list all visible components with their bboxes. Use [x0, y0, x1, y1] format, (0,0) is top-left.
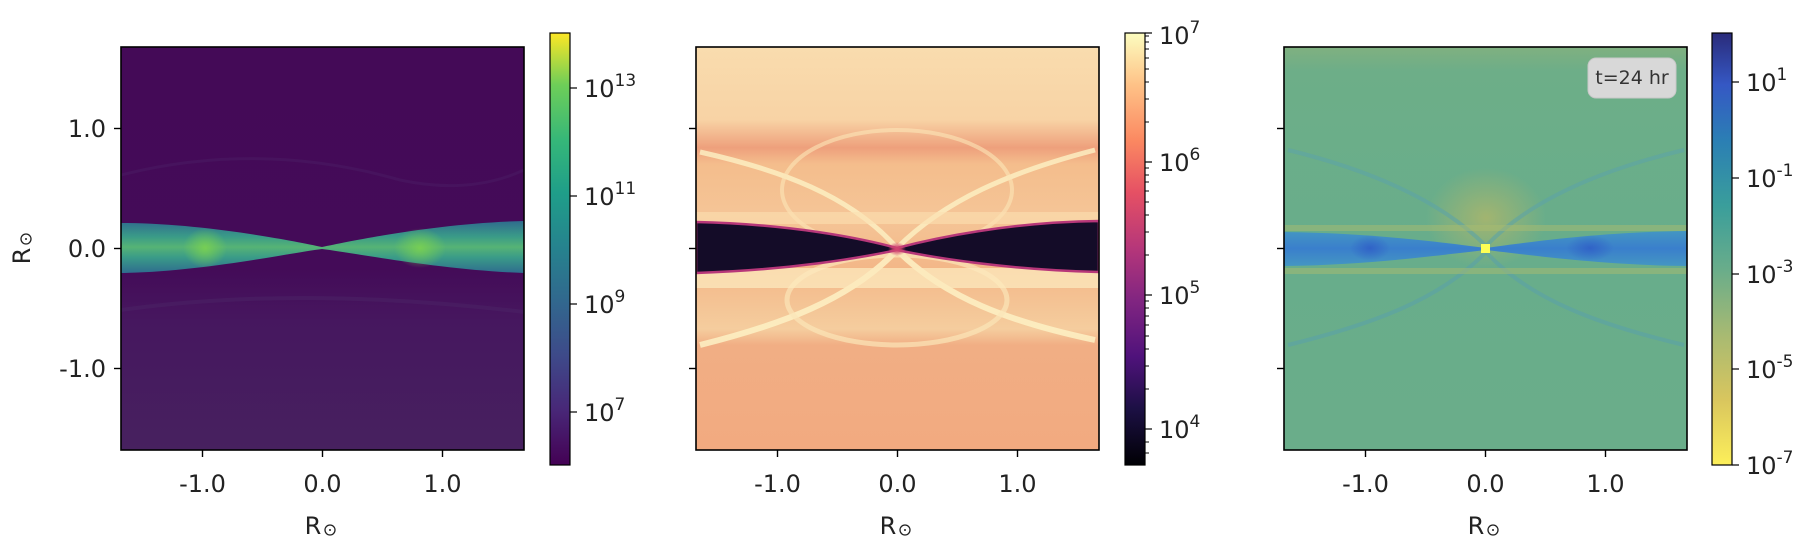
x-tick-label: 1.0: [423, 470, 461, 498]
panel-2-colorbar: 104 105 106 107: [1124, 18, 1200, 466]
x-tick-label: 0.0: [303, 470, 341, 498]
panel-1-density: -1.0 0.0 1.0 R 1.0 0.0 -1.0 R: [8, 32, 636, 540]
svg-text:R: R: [1468, 512, 1485, 540]
y-tick-label: 0.0: [68, 235, 106, 263]
colorbar-tick-label: 1011: [584, 179, 636, 211]
panel-1-x-axis: -1.0 0.0 1.0 R: [179, 450, 462, 540]
time-annotation: t=24 hr: [1587, 57, 1677, 99]
x-tick-label: 0.0: [1466, 470, 1504, 498]
colorbar-tick-label: 104: [1159, 412, 1200, 444]
panel-1-y-axis: 1.0 0.0 -1.0 R: [8, 115, 121, 383]
colorbar-tick-label: 106: [1159, 145, 1200, 177]
colorbar-tick-label: 1013: [584, 71, 636, 103]
panel-3-image: [1284, 47, 1687, 450]
x-tick-label: 1.0: [1586, 470, 1624, 498]
panel-2-image: [696, 47, 1099, 450]
panel-2-y-axis: [689, 127, 696, 370]
sun-symbol-icon: [1487, 524, 1499, 536]
svg-text:R: R: [8, 248, 36, 265]
colorbar-tick-label: 10-1: [1746, 161, 1794, 193]
x-tick-label: -1.0: [179, 470, 226, 498]
x-tick-label: 0.0: [878, 470, 916, 498]
svg-text:R: R: [880, 512, 897, 540]
panel-2-temperature: -1.0 0.0 1.0 R: [689, 18, 1200, 540]
colorbar-tick-label: 105: [1159, 278, 1200, 310]
panel-2-x-axis: -1.0 0.0 1.0 R: [754, 450, 1037, 540]
x-axis-label: R: [880, 512, 911, 540]
svg-text:t=24 hr: t=24 hr: [1595, 67, 1669, 89]
colorbar-tick-label: 10-3: [1746, 257, 1794, 289]
x-tick-label: -1.0: [754, 470, 801, 498]
y-axis-label: R: [8, 233, 36, 265]
y-tick-label: -1.0: [59, 355, 106, 383]
panel-3-colorbar: 101 10-1 10-3 10-5 10-7: [1711, 32, 1794, 480]
panel-3-y-axis: [1277, 127, 1284, 370]
panel-3-ratio: t=24 hr -1.0 0.0 1.0 R: [1277, 32, 1794, 540]
panel-1-image: [121, 47, 524, 450]
svg-text:R: R: [305, 512, 322, 540]
x-axis-label: R: [305, 512, 336, 540]
panel-1-colorbar: 107 109 1011 1013: [549, 32, 636, 466]
x-axis-label: R: [1468, 512, 1499, 540]
colorbar-tick-label: 10-7: [1746, 448, 1794, 480]
colorbar-tick-label: 10-5: [1746, 352, 1794, 384]
colorbar-tick-label: 109: [584, 287, 625, 319]
x-tick-label: -1.0: [1342, 470, 1389, 498]
sun-symbol-icon: [899, 524, 911, 536]
y-tick-label: 1.0: [68, 115, 106, 143]
x-tick-label: 1.0: [998, 470, 1036, 498]
sun-symbol-icon: [20, 233, 32, 245]
sun-symbol-icon: [324, 524, 336, 536]
panel-3-x-axis: -1.0 0.0 1.0 R: [1342, 450, 1625, 540]
colorbar-tick-label: 107: [584, 395, 625, 427]
colorbar-tick-label: 101: [1746, 65, 1787, 97]
colorbar-tick-label: 107: [1159, 18, 1200, 50]
